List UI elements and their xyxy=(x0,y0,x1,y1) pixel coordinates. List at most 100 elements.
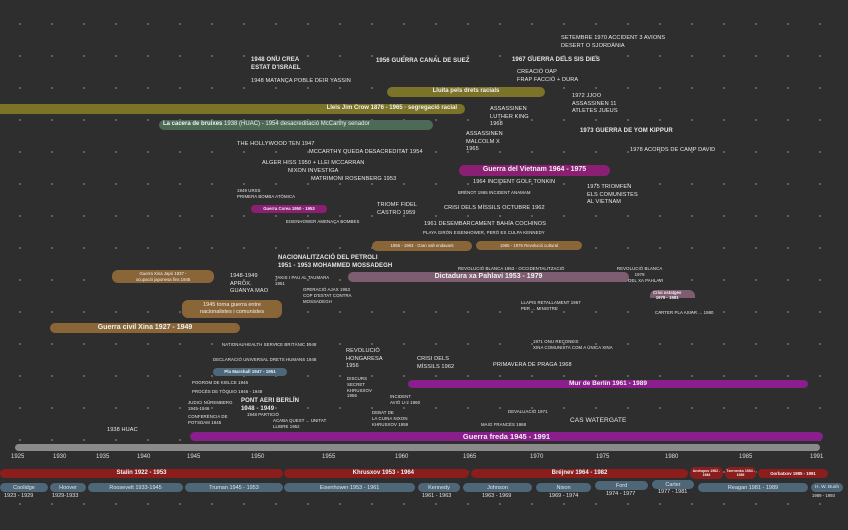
event-drets-humans: Declaració universal drets humans 1948 xyxy=(213,357,317,362)
bar-gran-salt: 1955 - 1963 · Gran salt endavant xyxy=(372,241,472,251)
bar-marshall: Pla Marshall 1947 - 1951 xyxy=(213,368,287,376)
event-fidel: Triomf Fidel Castro 1959 xyxy=(377,202,418,216)
bar-civil-xina: Guerra civil Xina 1927 - 1949 xyxy=(50,323,240,333)
event-jjoo: 1972 JJOO assassinen 11 atletes jueus xyxy=(572,93,618,115)
event-hollywood-ten: The Hollywood Ten 1947 xyxy=(237,141,315,147)
event-mao: 1948-1949 aprox. guanya Mao xyxy=(230,273,269,295)
event-golf-tonkin: 1964 incident golf Tonkin xyxy=(473,179,556,185)
leader-andropov: Andropov 1982 - 1984 xyxy=(690,467,723,479)
event-oap: Creació OAP Frap facció + dura xyxy=(517,69,579,83)
president-kennedy: Kennedy xyxy=(418,483,460,492)
year-label: 1975 xyxy=(596,454,610,460)
president-ford-years: 1974 - 1977 xyxy=(606,491,636,497)
event-discurs-secret: Discurs secret Khrusxov 1956 xyxy=(347,376,372,399)
bar-xina-japo: Guerra Xina Japó 1937 - ocupació japones… xyxy=(112,270,214,283)
year-label: 1930 xyxy=(53,454,67,460)
president-ford: Ford xyxy=(595,481,648,490)
year-label: 1960 xyxy=(395,454,409,460)
event-potsdam: Conferència de Potsdam 1945 xyxy=(188,414,228,425)
president-coolidge-years: 1923 - 1929 xyxy=(4,493,34,499)
bar-revolucio-cultural: 1966 - 1976 Revolució cultural xyxy=(476,241,582,250)
event-alger-hiss: Alger Hiss 1950 + llei McCarran Nixon in… xyxy=(262,160,365,174)
event-praga: Primavera de Praga 1968 xyxy=(493,362,572,368)
president-hoover: Hoover xyxy=(50,483,86,492)
president-hoover-years: 1929-1933 xyxy=(52,493,79,499)
event-maig-frances: Maig francès 1968 xyxy=(481,422,527,427)
event-yom-kippur: 1973 Guerra de Yom Kippur xyxy=(580,128,673,134)
timeline-axis xyxy=(15,444,820,451)
event-crisi-missils-octubre: Crisi dels míssils octubre 1962 xyxy=(444,205,545,211)
event-cuina: Debat de la cuina Nixon Khrusxov 1959 xyxy=(372,410,409,427)
bar-pahlavi: Dictadura xa Pahlavi 1953 - 1979 xyxy=(348,272,629,282)
bar-ostatges: Crisi ostatges 1979 - 1981 xyxy=(650,290,695,306)
event-deir-yassin: 1948 matança poble Deir Yassin xyxy=(251,78,351,84)
event-nuremberg: Judici Nüremberg 1945-1946 xyxy=(188,400,233,411)
bar-drets-racials: Lluita pels drets racials xyxy=(387,87,545,97)
president-roosevelt: Roosevelt 1933-1945 xyxy=(88,483,183,492)
year-label: 1955 xyxy=(322,454,336,460)
event-quest: Acaba quest ... unitat llibre 1952 xyxy=(273,418,327,429)
president-coolidge: Coolidge xyxy=(0,483,48,492)
year-label: 1985 xyxy=(739,454,753,460)
event-crisi-missils: Crisi dels míssils 1962 xyxy=(417,356,455,370)
cacera-title: La cacera de bruixes xyxy=(163,121,223,128)
cacera-detail: 1938 (HUAC) - 1954 desacreditació McCart… xyxy=(222,121,370,128)
event-triomfen: 1975 triomfen els comunistes al Vietnam xyxy=(587,184,638,206)
year-label: 1970 xyxy=(530,454,544,460)
event-incident-1965: Brènot 1965 incident anamam xyxy=(458,190,531,195)
leader-txernenko: Txernenko 1984 - 1985 xyxy=(725,467,756,479)
president-nixon-years: 1969 - 1974 xyxy=(549,493,579,499)
president-carter: Carter xyxy=(652,480,694,489)
event-particio: 1948 partició xyxy=(247,412,279,417)
event-playa-giron: Playa Girón Eisenhower, però es culpa Ke… xyxy=(423,230,545,235)
event-watergate: Cas Watergate xyxy=(570,417,627,424)
bar-mur-berlin: Mur de Berlín 1961 - 1989 xyxy=(408,380,808,388)
year-label: 1950 xyxy=(251,454,265,460)
year-label: 1935 xyxy=(96,454,110,460)
president-johnson: Johnson xyxy=(463,483,532,492)
president-reagan: Reagan 1981 - 1989 xyxy=(698,483,808,492)
event-u2: Incident avió U-2 1960 xyxy=(390,394,421,405)
event-suez: 1956 Guerra canal de Suez xyxy=(376,58,470,64)
event-hongaresa: Revolució hongaresa 1956 xyxy=(346,348,383,370)
event-mccarthy: McCarthy queda desacreditat 1954 xyxy=(309,149,423,155)
event-ajax: Operació Ajax 1953 cop d'estat contra Mo… xyxy=(303,287,352,304)
event-urss-bomba: 1949 URSS primera bomba atòmica xyxy=(237,188,296,199)
event-devaluacio: Devaluació 1971 xyxy=(508,409,548,414)
year-label: 1965 xyxy=(463,454,477,460)
president-johnson-years: 1963 - 1969 xyxy=(482,493,512,499)
event-malcolm-x: Assassinen Malcolm X 1965 xyxy=(466,131,503,153)
president-bush: H. W. Bush xyxy=(811,483,843,492)
president-kennedy-years: 1961 - 1963 xyxy=(422,493,452,499)
event-revolucio-blanca-63: Revolució blanca 1963 - occidentalitzaci… xyxy=(458,266,565,271)
president-nixon: Nixon xyxy=(536,483,591,492)
president-carter-years: 1977 - 1981 xyxy=(658,489,688,495)
bar-torna-guerra: 1945 torna guerra entre nacionalistes i … xyxy=(182,300,282,318)
event-petroli: Nacionalització del petroli 1951 - 1953 … xyxy=(278,255,393,270)
president-truman: Truman 1945 - 1953 xyxy=(185,483,283,492)
president-bush-years: 1989 - 1993 xyxy=(812,493,835,498)
bar-jim-crow: Lleis Jim Crow 1876 - 1965 · segregació … xyxy=(0,104,465,114)
event-accident-avions: Setembre 1970 accident 3 avions desert o… xyxy=(561,35,666,49)
year-label: 1945 xyxy=(187,454,201,460)
event-onu-israel: 1948 ONU crea estat d'Israel xyxy=(251,57,301,72)
event-nhs: National Health Service britànic 1948 xyxy=(222,342,317,347)
event-cochinos: 1961 desembarcament Bahía Cochinos xyxy=(424,221,547,227)
event-huac: 1938 HUAC xyxy=(107,427,138,433)
year-label: 1991 xyxy=(810,454,824,460)
leader-stalin: Stalin 1922 - 1953 xyxy=(0,469,283,478)
year-label: 1940 xyxy=(137,454,151,460)
event-llapis: Llapis retallament 1967 per ... ministre xyxy=(521,300,581,311)
bar-guerra-freda: Guerra freda 1945 - 1991 xyxy=(190,432,823,441)
event-kielce: Pogrom de Kielce 1946 xyxy=(192,380,249,385)
leader-gorbatxov: Gorbatxov 1985 - 1991 xyxy=(758,469,828,478)
event-eisenhower-amenaca: Eisenhower amenaça bombes xyxy=(286,219,360,224)
leader-khrusxov: Khrusxov 1953 - 1964 xyxy=(284,469,469,478)
event-takis: Takis i pau al taumara 1951 xyxy=(275,275,330,286)
bar-vietnam: Guerra del Vietnam 1964 - 1975 xyxy=(459,165,610,176)
bar-corea: Guerra Corea 1950 - 1953 xyxy=(251,205,327,213)
event-toquio: Procés de Tòquio 1946 - 1948 xyxy=(192,389,263,394)
event-onu-xina: 1971 ONU reconeix Xina comunista com a ú… xyxy=(533,339,613,350)
event-luther-king: Assassinen Luther King 1968 xyxy=(490,106,529,128)
leader-brejnev: Bréjnev 1964 - 1982 xyxy=(471,469,688,478)
